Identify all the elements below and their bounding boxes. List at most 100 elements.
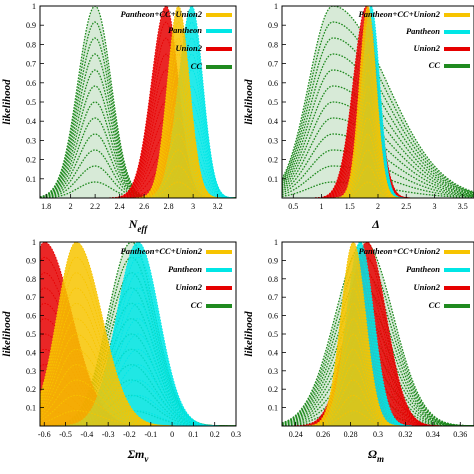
y-tick-label: 0.9 [26,256,36,265]
y-axis-label: likelihood [1,79,13,125]
series-line [282,348,474,426]
y-tick-label: 0.1 [26,404,36,413]
legend-label: Pantheon+CC+Union2 [359,9,441,19]
legend-label: Union2 [176,282,203,292]
y-tick-label: 0.6 [26,79,36,88]
series-line [40,133,236,198]
legend-label: Pantheon [406,264,440,274]
y-tick-label: 1 [32,2,36,11]
series-line [282,287,474,426]
y-tick-label: 0.4 [26,117,36,126]
legend-label: CC [191,300,203,310]
series-line [40,333,236,426]
y-tick-label: 0.5 [268,98,278,107]
legend-label: Pantheon+CC+Union2 [359,246,441,256]
series-line [40,287,236,426]
y-axis-label: likelihood [1,311,13,357]
series-line [40,242,236,426]
y-tick-label: 0.8 [268,275,278,284]
x-tick-label: -0.5 [59,430,72,439]
legend: Pantheon+CC+Union2 Pantheon Union2 CC [121,9,232,71]
y-tick-label: 0.1 [268,175,278,184]
y-tick-label: 1 [274,2,278,11]
y-tick-label: 0.9 [26,21,36,30]
series-line [282,318,474,426]
series-line [40,37,236,198]
series-line [40,272,236,426]
series-line [40,149,236,198]
y-tick-label: 0.9 [268,256,278,265]
x-tick-label: 2 [69,202,73,211]
y-tick-label: 0.2 [26,156,36,165]
series-fill [282,242,474,426]
y-tick-label: 0.8 [268,40,278,49]
x-tick-label: -0.1 [144,430,157,439]
x-tick-label: 0.5 [288,202,298,211]
series-line [282,85,474,198]
series-line [40,53,236,198]
y-tick-label: 0.2 [268,156,278,165]
legend: Pantheon+CC+Union2 Pantheon Union2 CC [359,9,470,70]
series-line [282,302,474,426]
x-tick-label: 0.26 [316,430,330,439]
y-axis-label: likelihood [243,311,255,357]
x-tick-label: 2.6 [139,202,149,211]
series-line [40,302,236,426]
series-line [282,394,474,426]
x-tick-label: 2.2 [90,202,100,211]
y-tick-label: 0.3 [268,136,278,145]
y-tick-label: 0.6 [26,312,36,321]
x-tick-label: 0.1 [188,430,198,439]
series-pantheon-cc-union2 [40,242,236,426]
series-line [40,37,236,198]
y-tick-label: 0.7 [268,293,278,302]
series-line [282,101,474,198]
y-tick-label: 0.7 [26,60,36,69]
legend-label: CC [429,300,441,310]
series-line [282,364,474,426]
legend-label: Pantheon [168,25,202,35]
x-tick-label: -0.4 [81,430,94,439]
y-tick-label: 0.9 [268,21,278,30]
x-tick-label: 3.5 [458,202,468,211]
y-tick-label: 0.6 [268,79,278,88]
x-tick-label: 2.8 [164,202,174,211]
panel-3: 0.1 0.2 0.3 0.4 0.5 0.6 0.7 0.8 0.9 1 -0.6 -0.5 -0.4… [1,238,241,464]
y-tick-label: 0.8 [26,275,36,284]
series-line [40,165,236,198]
x-tick-label: 0.34 [426,430,440,439]
panel-2: 0.1 0.2 0.3 0.4 0.5 0.6 0.7 0.8 0.9 1 0.5 1 1.5 2 2.5 3… [243,2,474,231]
series-fill [282,242,474,426]
series-line [40,85,236,198]
series-line [282,318,474,426]
series-line [282,53,474,195]
legend-label: Pantheon [406,26,440,36]
series-line [40,348,236,426]
series-pantheon-cc-union2 [282,6,474,198]
plot-area [282,6,474,198]
y-tick-label: 0.5 [268,330,278,339]
series-line [282,133,474,197]
series-fill [40,6,236,198]
legend-label: Union2 [414,282,441,292]
series-line [40,21,236,198]
x-tick-label: 2 [376,202,380,211]
x-axis-label: Neff [128,217,149,234]
series-fill [40,242,236,426]
x-tick-label: 0 [170,430,174,439]
x-tick-label: 2.4 [115,202,125,211]
series-line [282,242,474,426]
y-tick-label: 1 [32,238,36,247]
series-line [40,181,236,198]
y-tick-label: 0.7 [268,60,278,69]
legend-label: Pantheon+CC+Union2 [121,9,203,19]
x-tick-label: 3 [432,202,436,211]
series-line [40,272,236,426]
series-line [282,242,474,426]
x-tick-label: 0.32 [398,430,412,439]
series-line [282,181,474,198]
series-line [40,53,236,198]
series-line [282,133,474,198]
series-line [40,37,236,198]
panel-4: 0.1 0.2 0.3 0.4 0.5 0.6 0.7 0.8 0.9 1 0.24 0.26 0.28… [243,238,474,464]
